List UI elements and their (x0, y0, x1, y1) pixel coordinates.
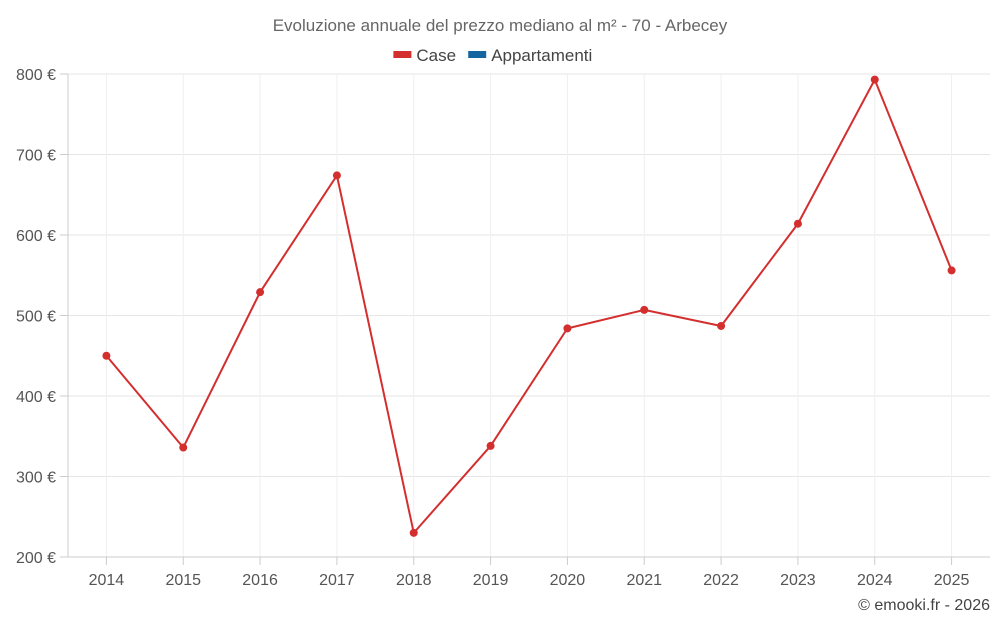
y-tick-label: 700 € (16, 148, 56, 165)
data-point (947, 266, 956, 275)
y-tick-label: 200 € (16, 550, 56, 567)
data-point (102, 351, 111, 360)
data-point (332, 171, 341, 180)
axes: 200 € 300 € 400 € 500 € 600 € 700 € 800 € 2014 2… (16, 67, 990, 589)
chart-title: Evoluzione annuale del prezzo mediano al… (273, 16, 728, 35)
x-tick-label: 2021 (626, 572, 662, 589)
x-tick-label: 2025 (934, 572, 970, 589)
x-tick-label: 2019 (473, 572, 509, 589)
data-point (486, 441, 495, 450)
y-tick-label: 600 € (16, 228, 56, 245)
legend: Case Appartamenti (393, 46, 592, 65)
data-point (179, 443, 188, 452)
x-tick-label: 2023 (780, 572, 816, 589)
data-point (870, 75, 879, 84)
x-tick-label: 2024 (857, 572, 893, 589)
x-tick-label: 2014 (89, 572, 125, 589)
legend-label-case: Case (416, 46, 456, 65)
data-point (717, 321, 726, 330)
data-point (640, 305, 649, 314)
data-point (563, 324, 572, 333)
x-tick-label: 2022 (703, 572, 739, 589)
data-point (409, 528, 418, 537)
x-tick-label: 2017 (319, 572, 355, 589)
x-tick-label: 2016 (242, 572, 278, 589)
data-point (793, 219, 802, 228)
y-tick-label: 400 € (16, 389, 56, 406)
x-tick-label: 2018 (396, 572, 432, 589)
series-layer (102, 75, 956, 537)
credit: © emooki.fr - 2026 (858, 597, 990, 614)
legend-label-appartamenti: Appartamenti (491, 46, 592, 65)
y-tick-label: 500 € (16, 309, 56, 326)
grid (68, 73, 990, 558)
legend-swatch-case (393, 51, 412, 58)
x-tick-label: 2015 (165, 572, 201, 589)
legend-swatch-appartamenti (468, 51, 487, 58)
y-tick-label: 800 € (16, 67, 56, 84)
y-tick-label: 300 € (16, 470, 56, 487)
series-line-case (105, 78, 953, 534)
x-tick-label: 2020 (550, 572, 586, 589)
data-point (256, 288, 265, 297)
